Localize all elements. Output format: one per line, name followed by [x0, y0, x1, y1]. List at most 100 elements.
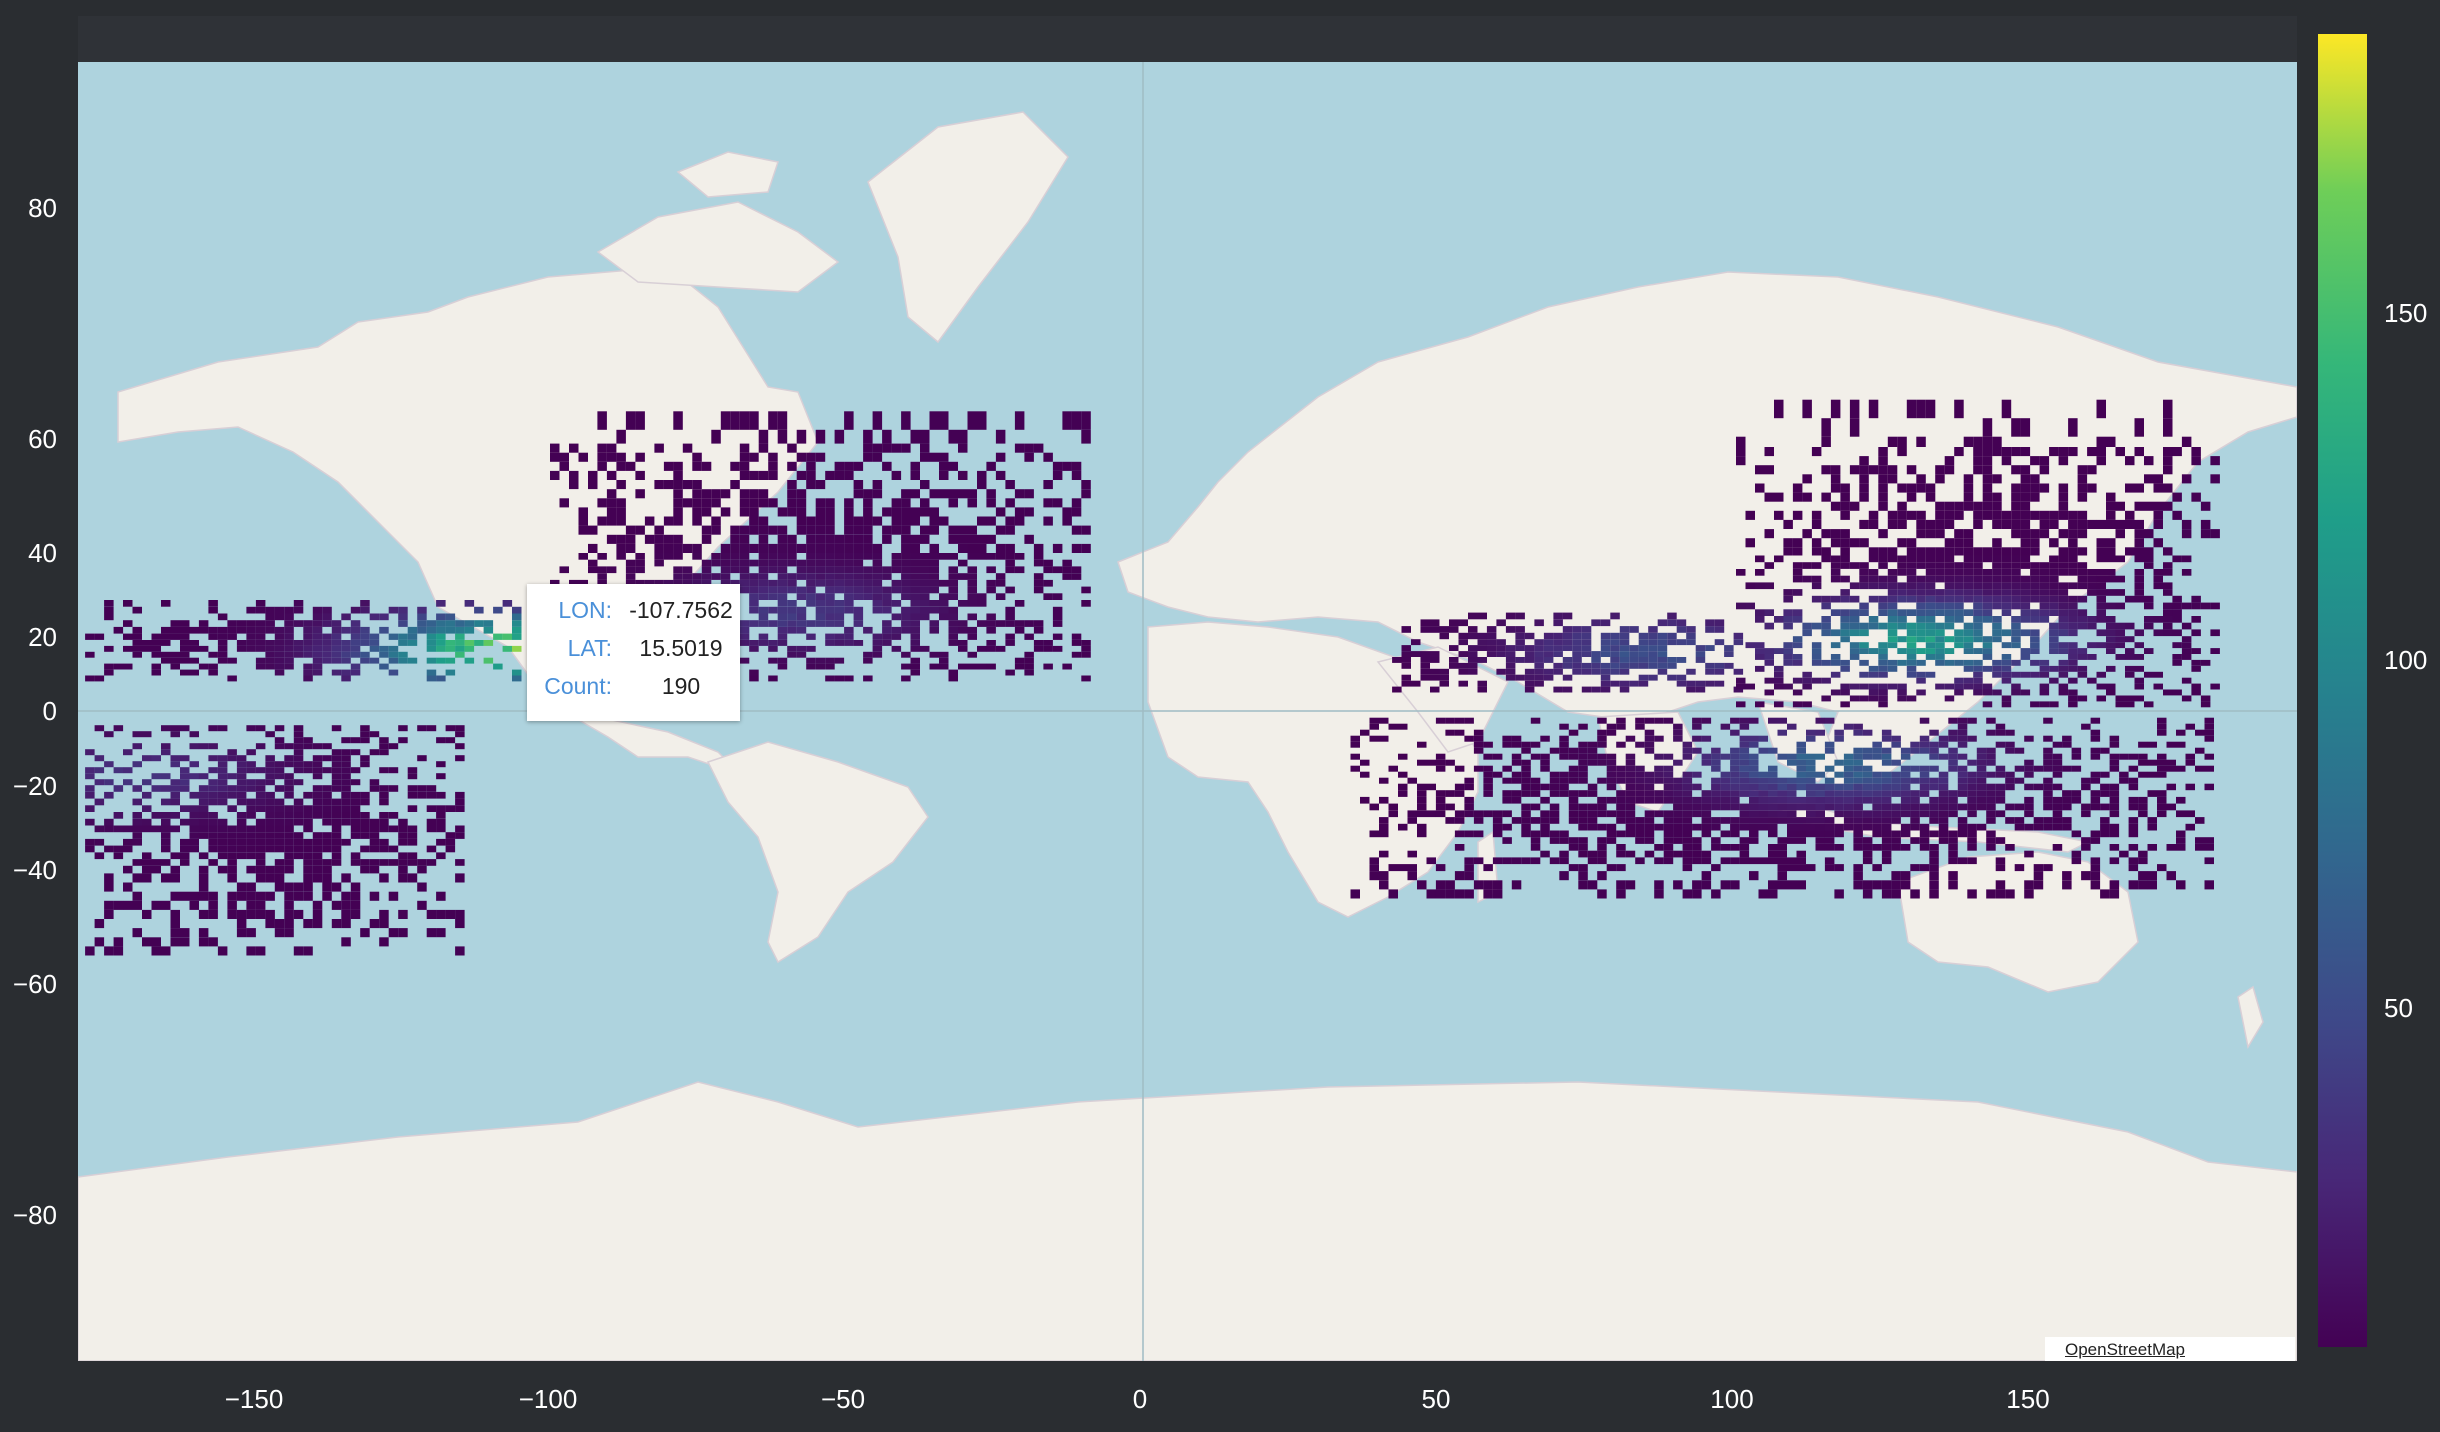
heatmap-bin[interactable] — [1657, 619, 1668, 627]
heatmap-bin[interactable] — [1897, 659, 1907, 666]
heatmap-bin[interactable] — [1878, 595, 1888, 603]
heatmap-bin[interactable] — [929, 507, 940, 517]
heatmap-bin[interactable] — [1705, 619, 1715, 627]
heatmap-bin[interactable] — [1881, 783, 1892, 791]
heatmap-bin[interactable] — [1739, 747, 1750, 754]
heatmap-bin[interactable] — [1619, 645, 1630, 651]
heatmap-bin[interactable] — [939, 489, 949, 499]
heatmap-bin[interactable] — [227, 825, 237, 833]
heatmap-bin[interactable] — [796, 586, 807, 594]
heatmap-bin[interactable] — [1768, 777, 1778, 784]
heatmap-bin[interactable] — [1796, 864, 1807, 872]
heatmap-bin[interactable] — [322, 633, 332, 640]
heatmap-bin[interactable] — [806, 663, 816, 670]
heatmap-bin[interactable] — [863, 626, 873, 634]
heatmap-bin[interactable] — [891, 566, 902, 574]
heatmap-bin[interactable] — [1787, 830, 1797, 838]
heatmap-bin[interactable] — [1755, 616, 1765, 623]
heatmap-bin[interactable] — [834, 613, 845, 621]
heatmap-bin[interactable] — [1673, 790, 1683, 797]
heatmap-bin[interactable] — [1401, 657, 1412, 663]
heatmap-bin[interactable] — [303, 882, 313, 892]
heatmap-bin[interactable] — [1654, 880, 1664, 890]
heatmap-bin[interactable] — [142, 755, 152, 762]
heatmap-bin[interactable] — [901, 498, 911, 508]
heatmap-bin[interactable] — [369, 825, 380, 833]
heatmap-bin[interactable] — [1948, 759, 1958, 766]
heatmap-bin[interactable] — [844, 566, 854, 574]
heatmap-bin[interactable] — [1916, 659, 1926, 666]
heatmap-bin[interactable] — [2030, 569, 2040, 576]
heatmap-bin[interactable] — [1802, 492, 1812, 502]
heatmap-bin[interactable] — [682, 579, 693, 587]
heatmap-bin[interactable] — [274, 805, 285, 812]
heatmap-bin[interactable] — [910, 429, 921, 444]
heatmap-bin[interactable] — [1881, 803, 1892, 811]
heatmap-bin[interactable] — [445, 805, 456, 812]
heatmap-bin[interactable] — [920, 600, 930, 607]
heatmap-bin[interactable] — [863, 429, 873, 444]
heatmap-bin[interactable] — [1792, 483, 1803, 493]
heatmap-bin[interactable] — [1982, 492, 1993, 502]
heatmap-bin[interactable] — [255, 946, 266, 956]
heatmap-bin[interactable] — [815, 593, 826, 600]
heatmap-bin[interactable] — [1483, 777, 1493, 784]
heatmap-bin[interactable] — [1739, 850, 1750, 858]
heatmap-bin[interactable] — [1840, 547, 1850, 556]
heatmap-bin[interactable] — [1445, 790, 1455, 797]
heatmap-bin[interactable] — [1610, 612, 1620, 620]
heatmap-bin[interactable] — [2157, 717, 2167, 724]
heatmap-bin[interactable] — [663, 553, 674, 560]
heatmap-bin[interactable] — [1802, 562, 1812, 569]
heatmap-bin[interactable] — [758, 559, 769, 567]
heatmap-bin[interactable] — [1587, 857, 1598, 865]
heatmap-bin[interactable] — [1954, 629, 1964, 637]
heatmap-bin[interactable] — [977, 534, 987, 544]
heatmap-bin[interactable] — [2062, 880, 2072, 890]
heatmap-bin[interactable] — [1502, 823, 1512, 831]
heatmap-bin[interactable] — [1648, 626, 1658, 633]
heatmap-bin[interactable] — [170, 761, 181, 768]
heatmap-bin[interactable] — [1711, 777, 1721, 784]
heatmap-bin[interactable] — [1821, 677, 1831, 684]
heatmap-bin[interactable] — [2039, 589, 2050, 596]
heatmap-bin[interactable] — [2081, 844, 2091, 851]
heatmap-bin[interactable] — [1802, 474, 1812, 484]
heatmap-bin[interactable] — [1830, 555, 1841, 563]
heatmap-bin[interactable] — [2090, 864, 2101, 872]
heatmap-bin[interactable] — [2011, 492, 2021, 502]
heatmap-bin[interactable] — [1511, 880, 1522, 890]
heatmap-bin[interactable] — [958, 626, 968, 634]
heatmap-bin[interactable] — [1957, 753, 1968, 760]
heatmap-bin[interactable] — [2176, 880, 2186, 890]
heatmap-bin[interactable] — [255, 640, 266, 646]
heatmap-bin[interactable] — [464, 626, 475, 634]
heatmap-bin[interactable] — [1606, 759, 1617, 766]
heatmap-bin[interactable] — [1714, 639, 1725, 646]
heatmap-bin[interactable] — [246, 645, 256, 652]
heatmap-bin[interactable] — [85, 633, 95, 640]
heatmap-bin[interactable] — [189, 812, 200, 819]
heatmap-bin[interactable] — [1449, 657, 1459, 663]
heatmap-bin[interactable] — [1720, 783, 1731, 791]
heatmap-bin[interactable] — [682, 573, 693, 580]
heatmap-bin[interactable] — [1925, 648, 1936, 654]
heatmap-bin[interactable] — [1967, 803, 1977, 811]
heatmap-bin[interactable] — [123, 779, 133, 786]
heatmap-bin[interactable] — [2096, 609, 2107, 616]
heatmap-bin[interactable] — [1783, 609, 1793, 616]
heatmap-bin[interactable] — [322, 640, 332, 646]
heatmap-bin[interactable] — [1486, 645, 1497, 651]
heatmap-bin[interactable] — [236, 620, 247, 627]
heatmap-bin[interactable] — [426, 675, 437, 682]
heatmap-bin[interactable] — [1638, 632, 1649, 640]
heatmap-bin[interactable] — [227, 626, 237, 634]
heatmap-bin[interactable] — [1891, 741, 1901, 748]
heatmap-bin[interactable] — [208, 755, 218, 762]
heatmap-bin[interactable] — [901, 651, 911, 658]
heatmap-bin[interactable] — [929, 626, 940, 634]
heatmap-bin[interactable] — [1957, 717, 1968, 724]
heatmap-bin[interactable] — [2024, 810, 2034, 818]
heatmap-bin[interactable] — [1398, 790, 1408, 797]
heatmap-bin[interactable] — [2068, 629, 2078, 637]
